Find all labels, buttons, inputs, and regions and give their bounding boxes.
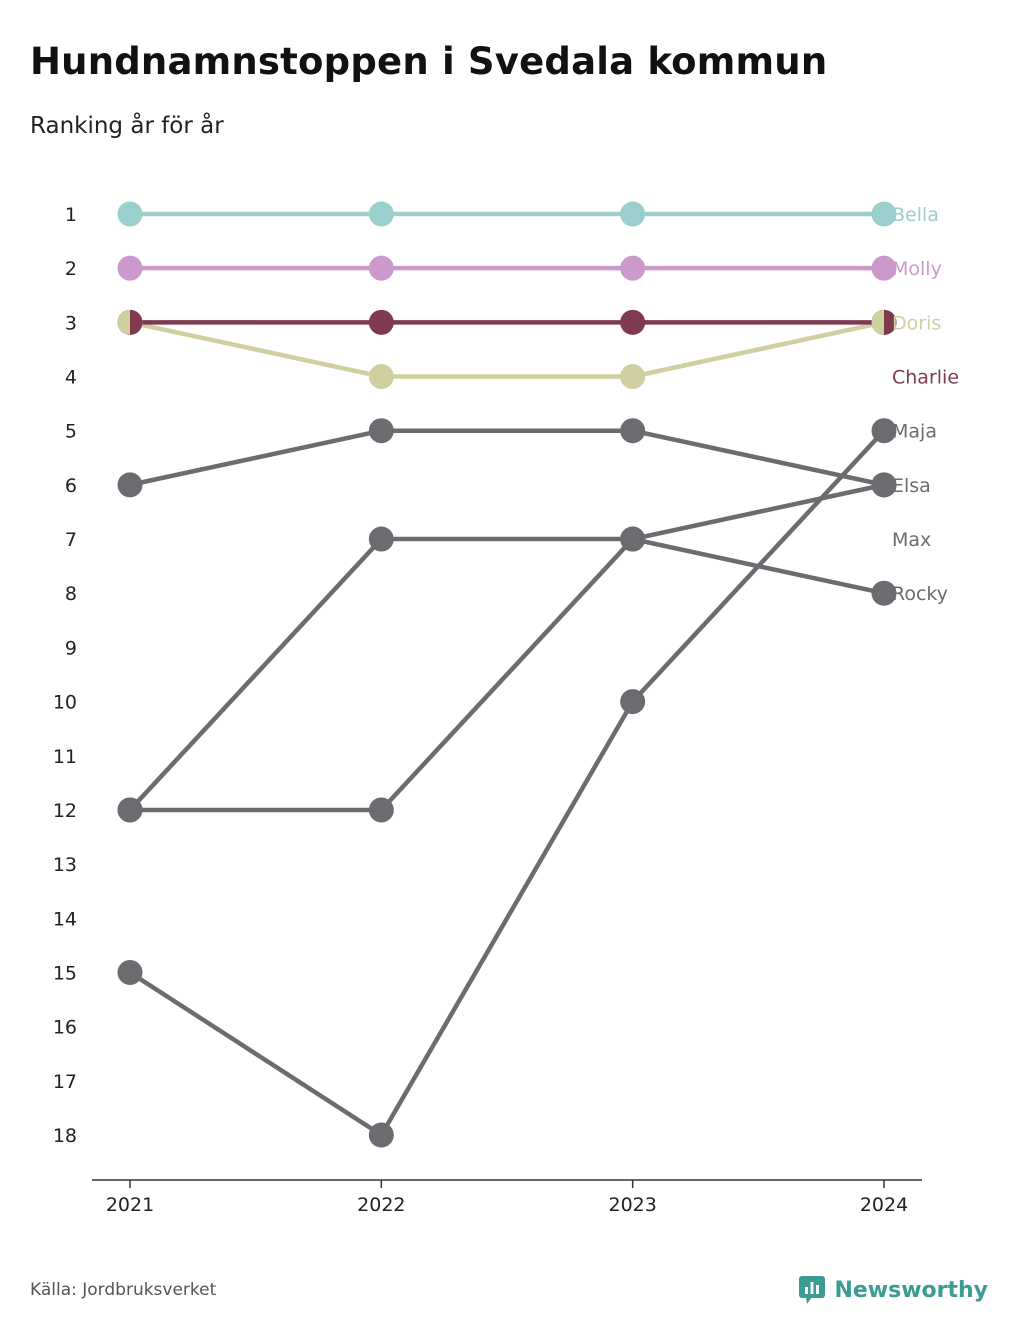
- series-line-rocky: [127, 482, 887, 813]
- data-point-elsa: [117, 472, 143, 498]
- y-tick-label: 6: [65, 475, 77, 497]
- data-point-maja: [871, 418, 897, 444]
- y-tick-label: 10: [53, 692, 77, 714]
- series-line-max: [127, 536, 887, 813]
- data-point-elsa: [620, 418, 646, 444]
- y-tick-label: 5: [65, 421, 77, 443]
- data-point-charlie: [620, 309, 646, 335]
- data-point-charlie: [130, 309, 143, 335]
- series-label-doris: Doris: [892, 312, 941, 334]
- y-tick-label: 7: [65, 529, 77, 551]
- x-tick-label: 2023: [608, 1194, 656, 1216]
- data-point-max: [871, 580, 897, 606]
- series-label-rocky: Rocky: [892, 583, 948, 605]
- data-point-molly: [620, 255, 646, 281]
- y-tick-label: 9: [65, 637, 77, 659]
- y-tick-label: 15: [53, 962, 77, 984]
- data-point-rocky: [368, 526, 394, 552]
- series-label-maja: Maja: [892, 421, 937, 443]
- y-tick-label: 2: [65, 258, 77, 280]
- data-point-molly: [871, 255, 897, 281]
- y-tick-label: 1: [65, 204, 77, 226]
- series-label-bella: Bella: [892, 204, 939, 226]
- data-point-rocky: [620, 526, 646, 552]
- source-note: Källa: Jordbruksverket: [30, 1280, 217, 1300]
- data-point-bella: [620, 201, 646, 227]
- y-tick-label: 16: [53, 1017, 77, 1039]
- data-point-bella: [117, 201, 143, 227]
- data-point-elsa: [368, 418, 394, 444]
- data-point-bella: [368, 201, 394, 227]
- series-label-molly: Molly: [892, 258, 942, 280]
- x-tick-label: 2024: [860, 1194, 908, 1216]
- series-label-max: Max: [892, 529, 931, 551]
- x-tick-label: 2022: [357, 1194, 405, 1216]
- series-line-doris: [127, 320, 887, 379]
- y-tick-label: 18: [53, 1125, 77, 1147]
- series-line-elsa: [127, 428, 887, 488]
- chart-title: Hundnamnstoppen i Svedala kommun: [30, 40, 828, 83]
- y-tick-label: 11: [53, 746, 77, 768]
- newsworthy-logo-icon: [799, 1276, 826, 1304]
- data-point-maja: [117, 959, 143, 985]
- data-point-bella: [871, 201, 897, 227]
- y-tick-label: 17: [53, 1071, 77, 1093]
- data-point-rocky: [117, 797, 143, 823]
- y-tick-label: 14: [53, 908, 77, 930]
- brand-name: Newsworthy: [834, 1277, 988, 1303]
- data-point-doris: [620, 364, 646, 390]
- data-point-charlie: [368, 309, 394, 335]
- data-point-molly: [117, 255, 143, 281]
- data-point-molly: [368, 255, 394, 281]
- series-line-maja: [127, 428, 887, 1138]
- data-point-max: [368, 797, 394, 823]
- y-tick-label: 12: [53, 800, 77, 822]
- y-tick-label: 13: [53, 854, 77, 876]
- y-tick-label: 4: [65, 367, 77, 389]
- data-point-maja: [368, 1122, 394, 1148]
- data-point-charlie: [884, 309, 897, 335]
- series-label-charlie: Charlie: [892, 367, 959, 389]
- data-point-rocky: [871, 472, 897, 498]
- data-point-doris: [368, 364, 394, 390]
- data-point-maja: [620, 689, 646, 715]
- y-tick-label: 3: [65, 312, 77, 334]
- brand-logo[interactable]: Newsworthy: [798, 1275, 988, 1305]
- x-tick-label: 2021: [106, 1194, 154, 1216]
- y-tick-label: 8: [65, 583, 77, 605]
- chart-subtitle: Ranking år för år: [30, 113, 224, 139]
- series-label-elsa: Elsa: [892, 475, 931, 497]
